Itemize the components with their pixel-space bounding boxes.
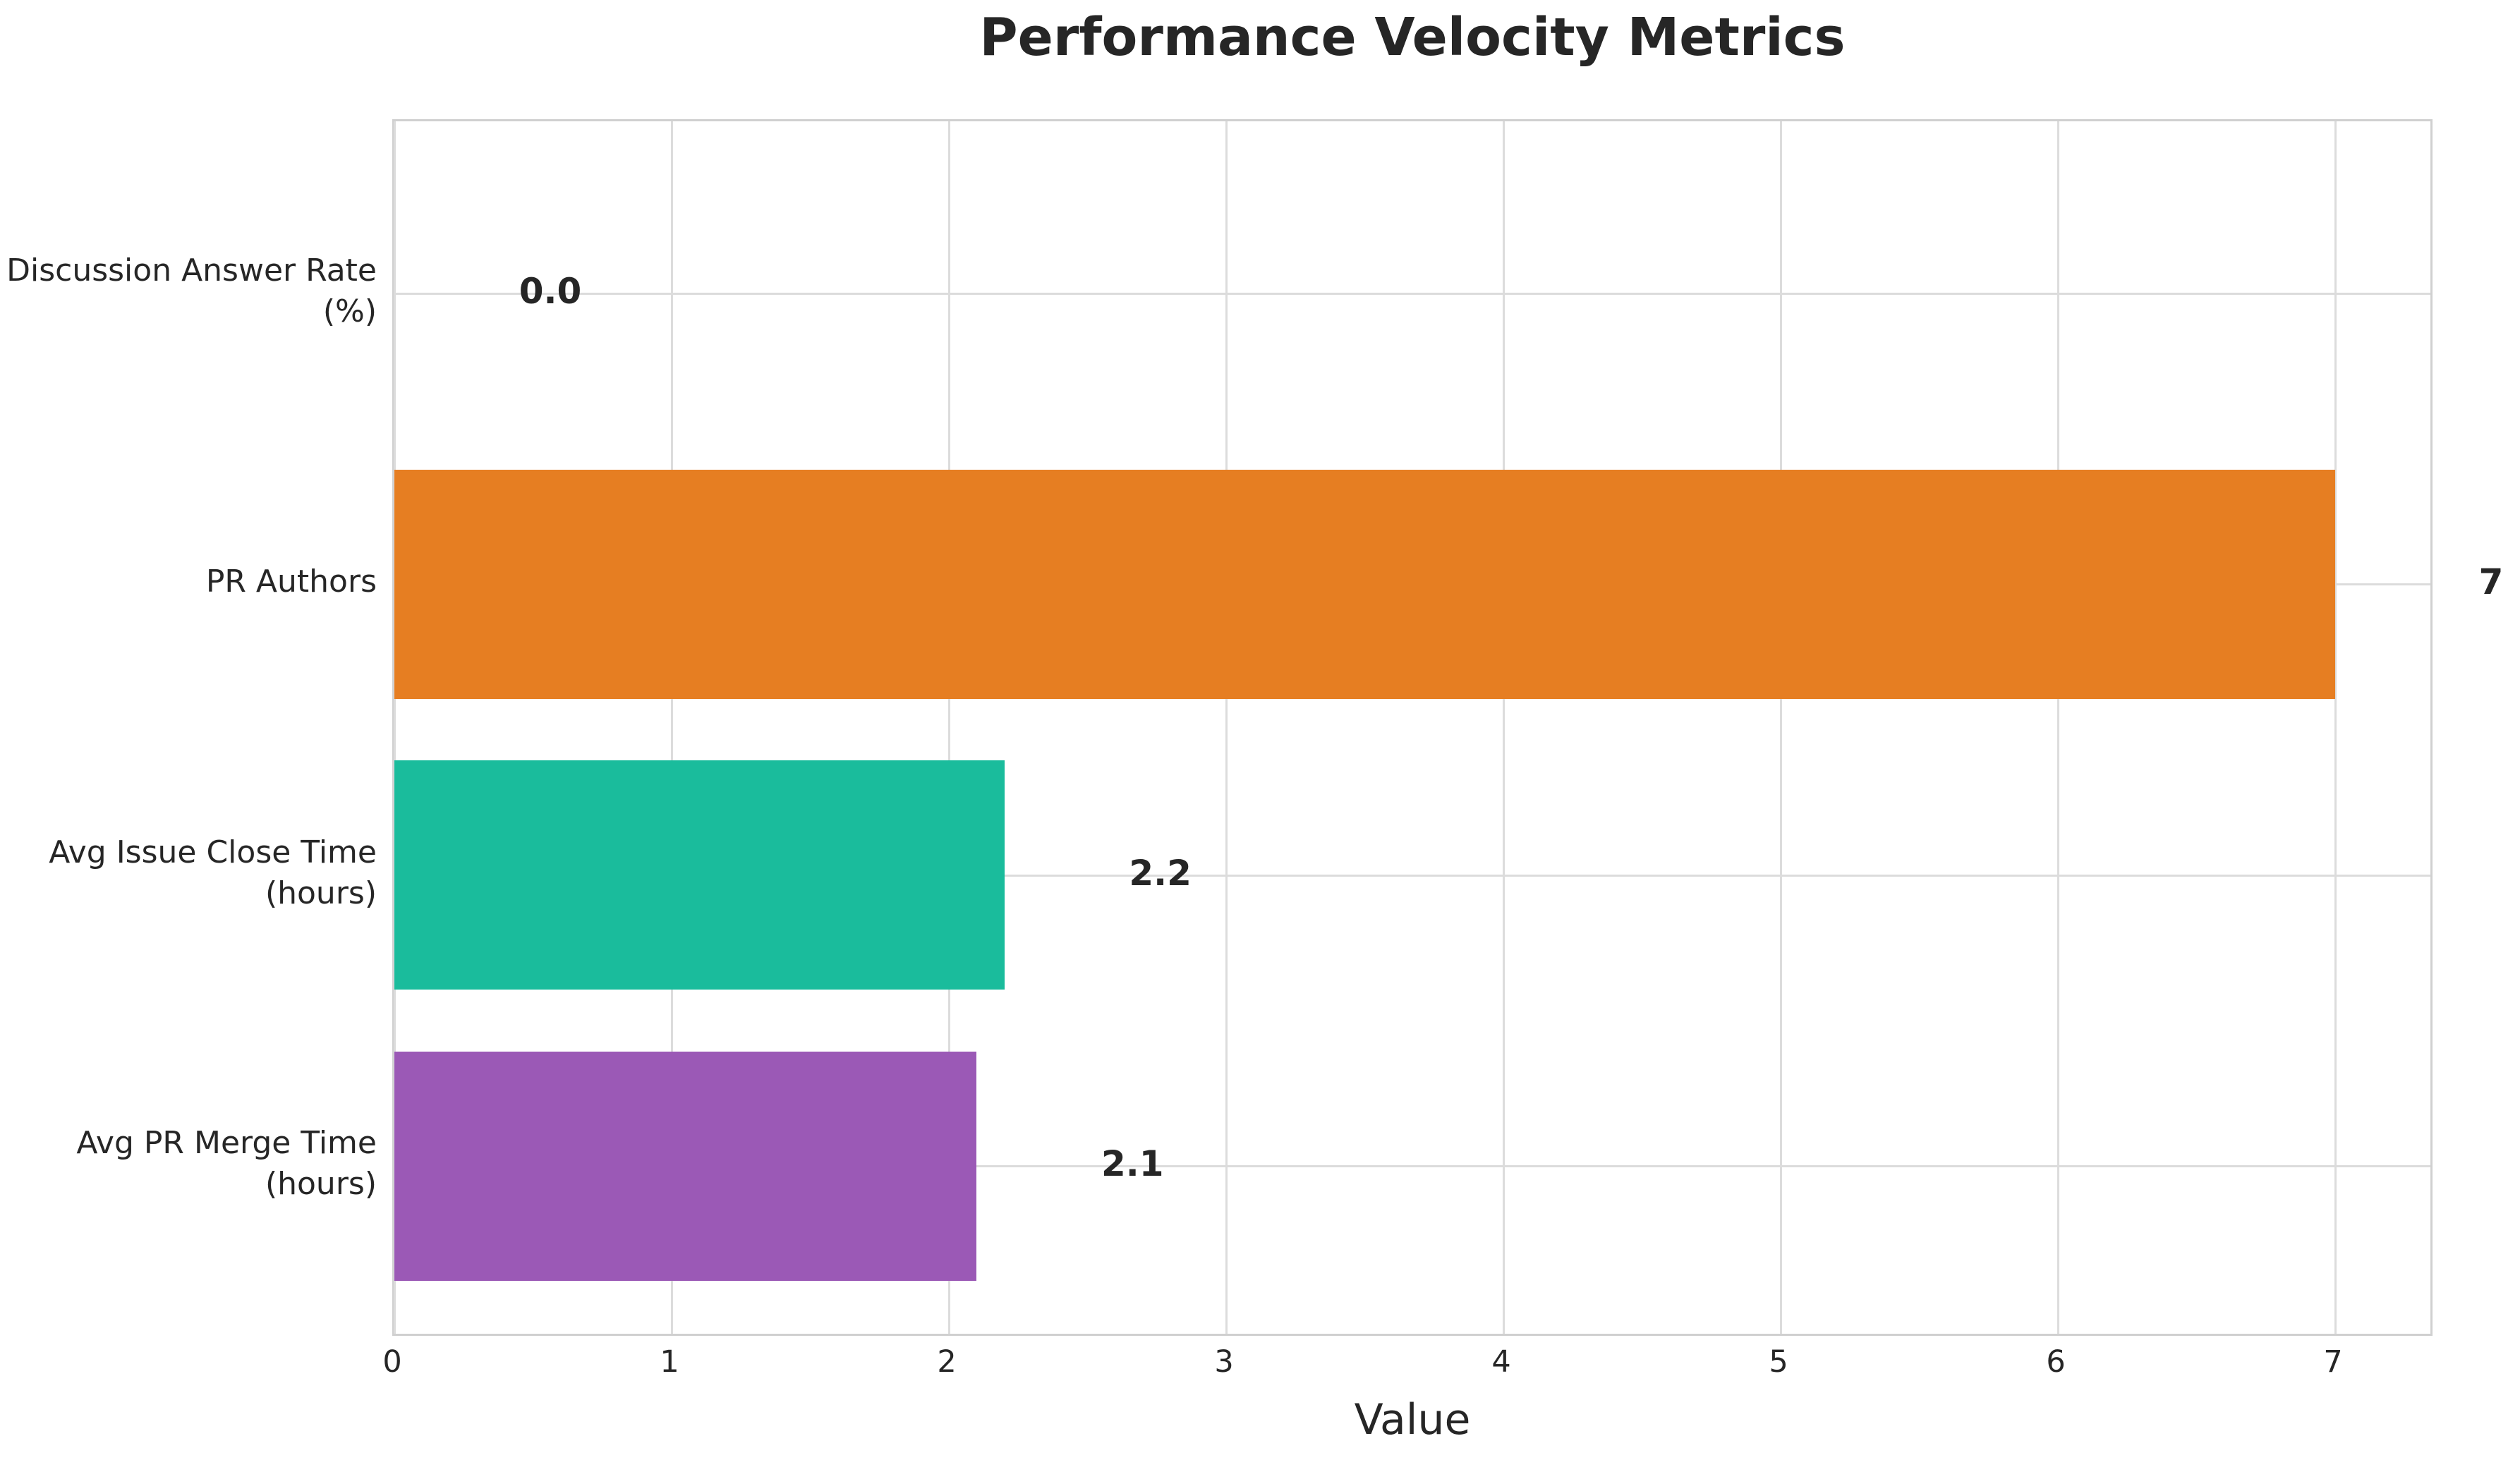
chart-title: Performance Velocity Metrics	[979, 7, 1846, 68]
vertical-gridline-x6	[2057, 121, 2059, 1334]
category-label: Discussion Answer Rate (%)	[6, 252, 377, 329]
x-tick-label: 4	[1491, 1344, 1511, 1380]
x-tick-label: 5	[1769, 1344, 1788, 1380]
x-tick-label: 3	[1214, 1344, 1234, 1380]
plot-area	[392, 119, 2433, 1336]
x-tick-label: 2	[937, 1344, 957, 1380]
value-label: 2.2	[1129, 852, 1192, 894]
value-label: 7	[2478, 561, 2504, 603]
category-label: Avg PR Merge Time (hours)	[76, 1124, 377, 1202]
x-axis-label: Value	[1354, 1395, 1471, 1444]
value-label: 0.0	[519, 271, 582, 312]
horizontal-gridline-row	[394, 1165, 2430, 1167]
vertical-gridline-x0	[394, 121, 396, 1334]
value-label: 2.1	[1101, 1143, 1164, 1184]
vertical-gridline-x2	[948, 121, 950, 1334]
bar	[394, 469, 2335, 699]
bar	[394, 760, 1005, 990]
x-tick-label: 6	[2046, 1344, 2066, 1380]
vertical-gridline-x7	[2334, 121, 2337, 1334]
horizontal-gridline-row	[394, 293, 2430, 295]
x-tick-label: 1	[660, 1344, 679, 1380]
x-tick-label: 7	[2323, 1344, 2343, 1380]
vertical-gridline-x1	[671, 121, 673, 1334]
category-label: PR Authors	[205, 564, 377, 600]
vertical-gridline-x5	[1780, 121, 1782, 1334]
category-label: Avg Issue Close Time (hours)	[49, 834, 377, 911]
x-tick-label: 0	[382, 1344, 402, 1380]
bar	[394, 1051, 977, 1281]
horizontal-gridline-row	[394, 874, 2430, 877]
vertical-gridline-x4	[1503, 121, 1505, 1334]
vertical-gridline-x3	[1225, 121, 1228, 1334]
